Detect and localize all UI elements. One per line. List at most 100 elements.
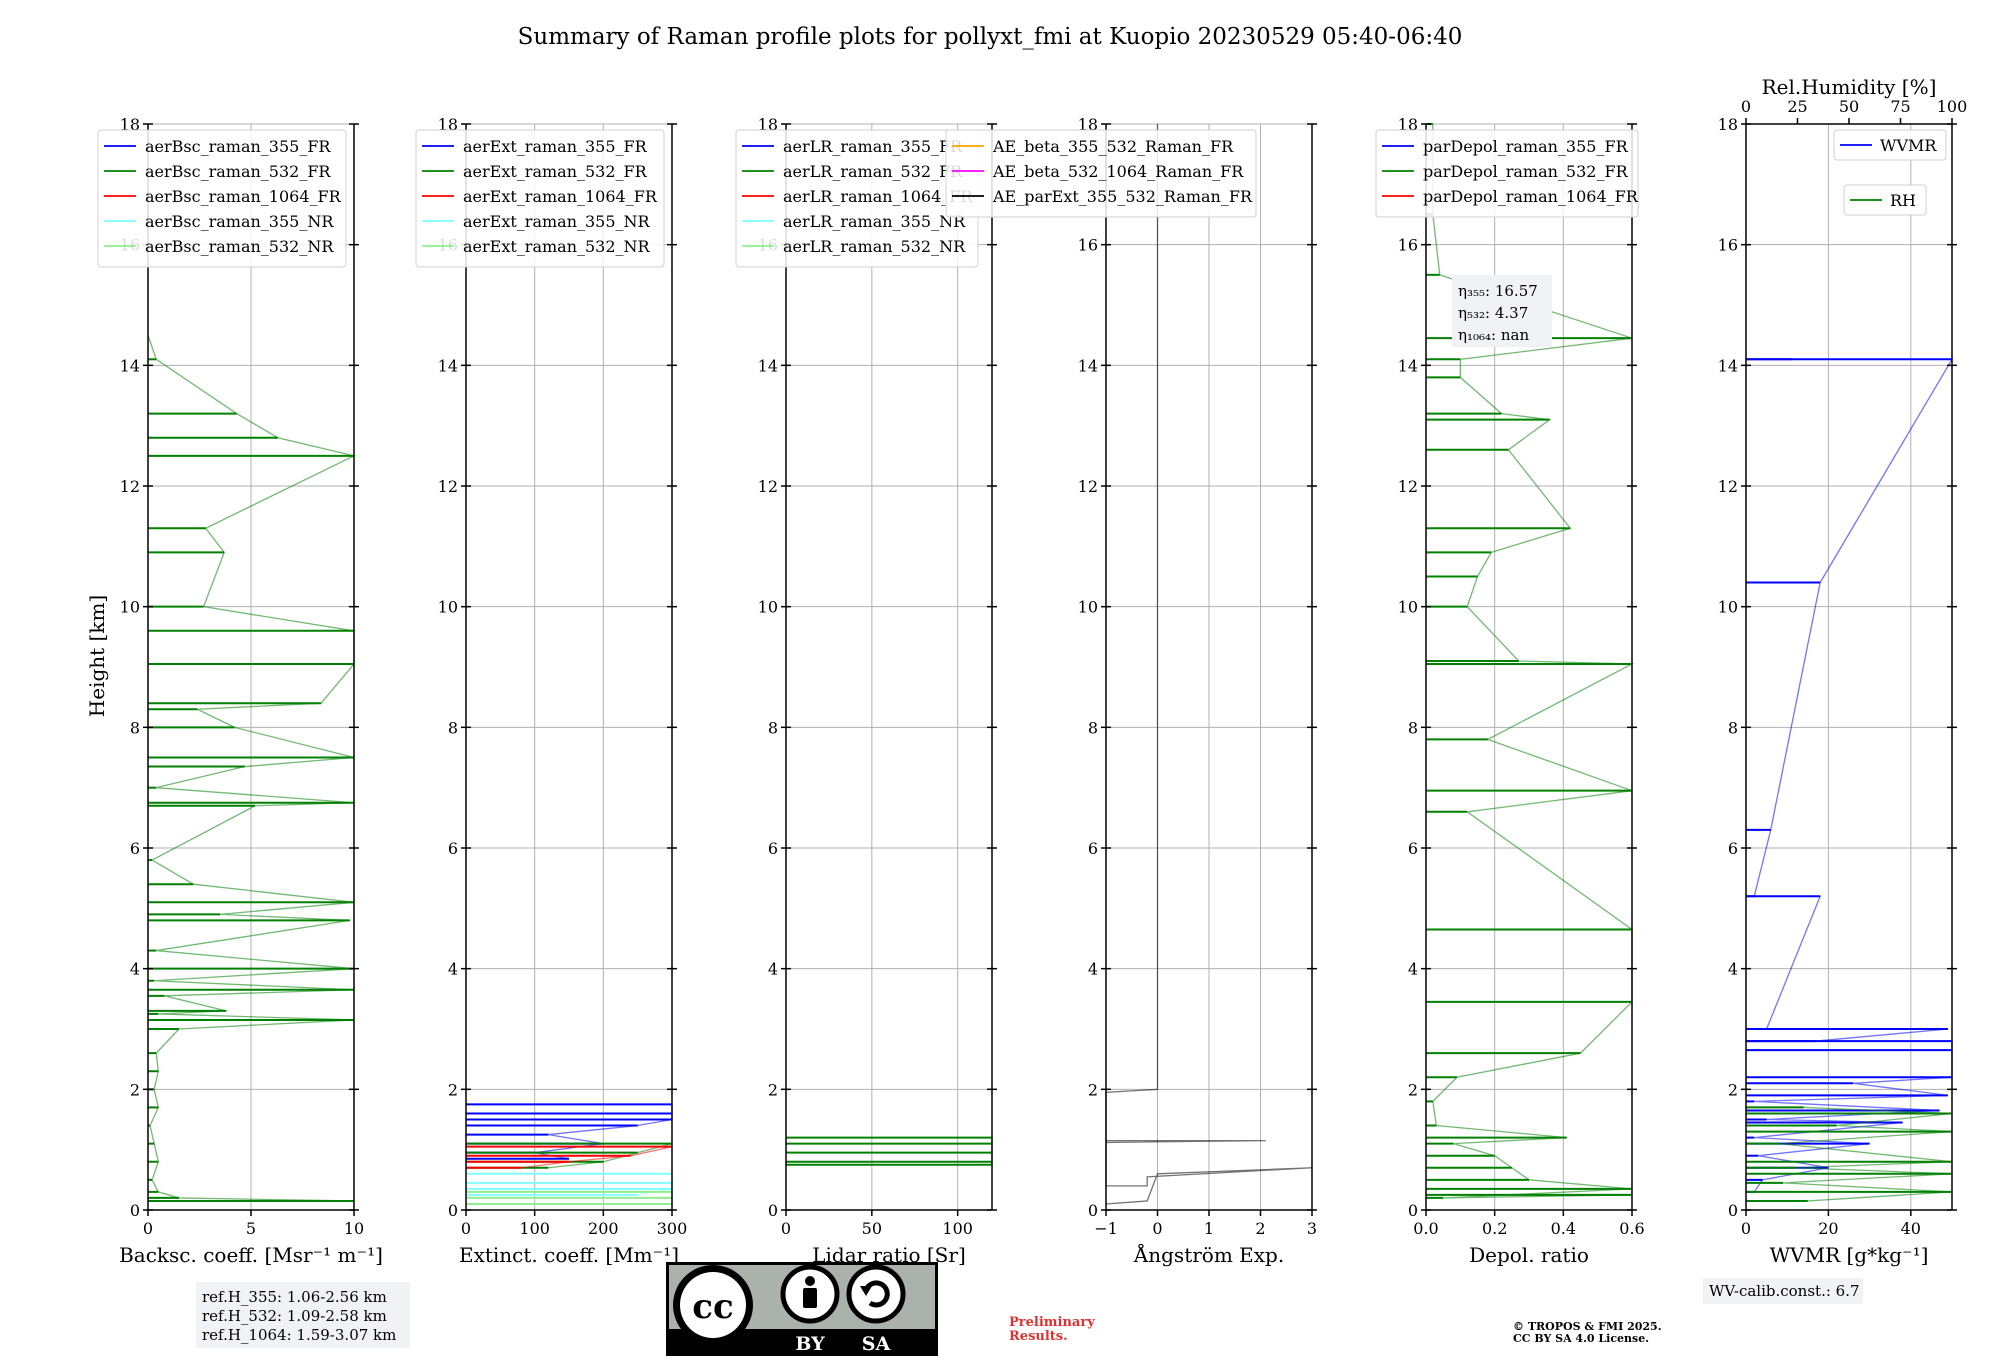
ytick-label-7: 14 xyxy=(758,356,778,375)
x-axis-label: Extinct. coeff. [Mm⁻¹] xyxy=(459,1243,679,1267)
ytick-label-8: 16 xyxy=(1718,236,1738,255)
xtick-label-1: 100 xyxy=(519,1219,550,1238)
copyright-line1: © TROPOS & FMI 2025. xyxy=(1513,1320,1662,1333)
xtick-label-2: 1 xyxy=(1204,1219,1214,1238)
cc-license-badge: cc BY SA xyxy=(666,1262,938,1356)
legend: aerBsc_raman_355_FR aerBsc_raman_532_FRae… xyxy=(97,129,347,268)
ytick-label-6: 12 xyxy=(1078,477,1098,496)
sa-icon xyxy=(846,1264,906,1324)
ytick-label-6: 12 xyxy=(120,477,140,496)
preliminary-line2: Results. xyxy=(1009,1329,1068,1344)
xtick-label-0: 0 xyxy=(781,1219,791,1238)
xtick-label-1: 20 xyxy=(1818,1219,1838,1238)
ytick-label-9: 18 xyxy=(438,115,458,134)
xtick-label-1: 0.2 xyxy=(1482,1219,1507,1238)
series-group xyxy=(1746,358,1954,1202)
wv-calib-text: WV-calib.const.: 6.7 xyxy=(1709,1282,1860,1300)
eta-532: η₅₃₂: 4.37 xyxy=(1458,304,1528,322)
ytick-label-5: 10 xyxy=(1718,598,1738,617)
xtick-label-3: 300 xyxy=(657,1219,688,1238)
legend-label-3: aerExt_raman_355_NR xyxy=(463,212,651,231)
xtick-label-4: 3 xyxy=(1307,1219,1317,1238)
xtick-label-0: 0 xyxy=(461,1219,471,1238)
ytick-label-6: 12 xyxy=(438,477,458,496)
top-tick-label-1: 25 xyxy=(1787,97,1807,116)
legend: aerLR_raman_355_FR aerLR_raman_532_FR aerL… xyxy=(735,129,979,268)
ytick-label-4: 8 xyxy=(1728,718,1738,737)
legend-frame xyxy=(945,129,1257,218)
ytick-label-0: 0 xyxy=(1408,1201,1418,1220)
sa-icon-arrowhead xyxy=(860,1286,872,1296)
ytick-label-6: 12 xyxy=(1398,477,1418,496)
legend-label-3: aerBsc_raman_355_NR xyxy=(145,212,334,231)
ytick-label-7: 14 xyxy=(1078,356,1098,375)
legend-frame xyxy=(1375,129,1639,218)
ref-height-box: ref.H_355: 1.06-2.56 km ref.H_532: 1.09-… xyxy=(196,1282,410,1348)
copyright-line2: CC BY SA 4.0 License. xyxy=(1513,1332,1649,1345)
top-tick-label-2: 50 xyxy=(1839,97,1859,116)
ytick-label-1: 2 xyxy=(448,1080,458,1099)
legend: WVMR RH xyxy=(1833,129,1947,216)
legend: AE_beta_355_532_Raman_FR AE_beta_532_1064… xyxy=(945,129,1257,218)
ytick-label-8: 16 xyxy=(1398,236,1418,255)
ytick-label-9: 18 xyxy=(1078,115,1098,134)
chart-panels: 0246810121416180510Backsc. coeff. [Msr⁻¹… xyxy=(97,75,1968,1267)
xtick-label-1: 0 xyxy=(1152,1219,1162,1238)
legend-label-0: AE_beta_355_532_Raman_FR xyxy=(992,137,1234,156)
ytick-label-7: 14 xyxy=(1398,356,1418,375)
shared-y-label: Height [km] xyxy=(85,595,109,717)
wv-calib-box-bg xyxy=(1703,1278,1863,1304)
series-line-0 xyxy=(1432,124,1635,1199)
ytick-label-0: 0 xyxy=(1088,1201,1098,1220)
series-group xyxy=(466,1103,673,1205)
ytick-label-3: 6 xyxy=(1088,839,1098,858)
legend-label-4: aerExt_raman_532_NR xyxy=(463,237,651,256)
xtick-label-3: 0.6 xyxy=(1619,1219,1644,1238)
ytick-label-3: 6 xyxy=(1728,839,1738,858)
ytick-label-9: 18 xyxy=(1398,115,1418,134)
panel-2: 0246810121416180100200300Extinct. coeff.… xyxy=(415,115,688,1267)
ytick-label-4: 8 xyxy=(768,718,778,737)
legend-label-0: WVMR xyxy=(1880,136,1937,155)
x-axis-label: Backsc. coeff. [Msr⁻¹ m⁻¹] xyxy=(119,1243,383,1267)
ytick-label-3: 6 xyxy=(448,839,458,858)
legend-label-2: aerLR_raman_1064_FR xyxy=(783,187,973,206)
ytick-label-0: 0 xyxy=(768,1201,778,1220)
ytick-label-0: 0 xyxy=(130,1201,140,1220)
ytick-label-4: 8 xyxy=(130,718,140,737)
legend-frame-1 xyxy=(1843,184,1927,216)
top-tick-label-3: 75 xyxy=(1890,97,1910,116)
legend-frame xyxy=(415,129,665,268)
legend-label-2: aerExt_raman_1064_FR xyxy=(463,187,658,206)
ytick-label-7: 14 xyxy=(438,356,458,375)
ytick-label-2: 4 xyxy=(1408,960,1418,979)
ytick-label-0: 0 xyxy=(448,1201,458,1220)
preliminary-line1: Preliminary xyxy=(1009,1315,1095,1330)
xtick-label-0: 0.0 xyxy=(1413,1219,1438,1238)
panel-1: 0246810121416180510Backsc. coeff. [Msr⁻¹… xyxy=(97,115,383,1267)
ytick-label-2: 4 xyxy=(1088,960,1098,979)
eta-box: η₃₅₅: 16.57 η₅₃₂: 4.37 η₁₀₆₄: nan xyxy=(1452,275,1552,347)
legend-frame-0 xyxy=(1833,129,1947,161)
series-group xyxy=(1426,123,1635,1199)
legend-label-1: parDepol_raman_532_FR xyxy=(1423,162,1629,181)
ytick-label-1: 2 xyxy=(1408,1080,1418,1099)
legend-label-2: parDepol_raman_1064_FR xyxy=(1423,187,1639,206)
badge-by-label: BY xyxy=(795,1333,825,1355)
xtick-label-1: 5 xyxy=(246,1219,256,1238)
ref-h-355: ref.H_355: 1.06-2.56 km xyxy=(202,1288,387,1306)
badge-sa-label: SA xyxy=(862,1333,891,1355)
legend-label-0: aerLR_raman_355_FR xyxy=(783,137,963,156)
sa-icon-arrow xyxy=(863,1280,890,1308)
ytick-label-4: 8 xyxy=(1408,718,1418,737)
ytick-label-1: 2 xyxy=(1728,1080,1738,1099)
by-icon-body xyxy=(803,1288,817,1308)
xtick-label-0: 0 xyxy=(143,1219,153,1238)
ref-h-532: ref.H_532: 1.09-2.58 km xyxy=(202,1307,387,1325)
legend-label-1: aerBsc_raman_532_FR xyxy=(145,162,331,181)
ytick-label-3: 6 xyxy=(130,839,140,858)
ref-height-box-bg xyxy=(196,1282,410,1348)
